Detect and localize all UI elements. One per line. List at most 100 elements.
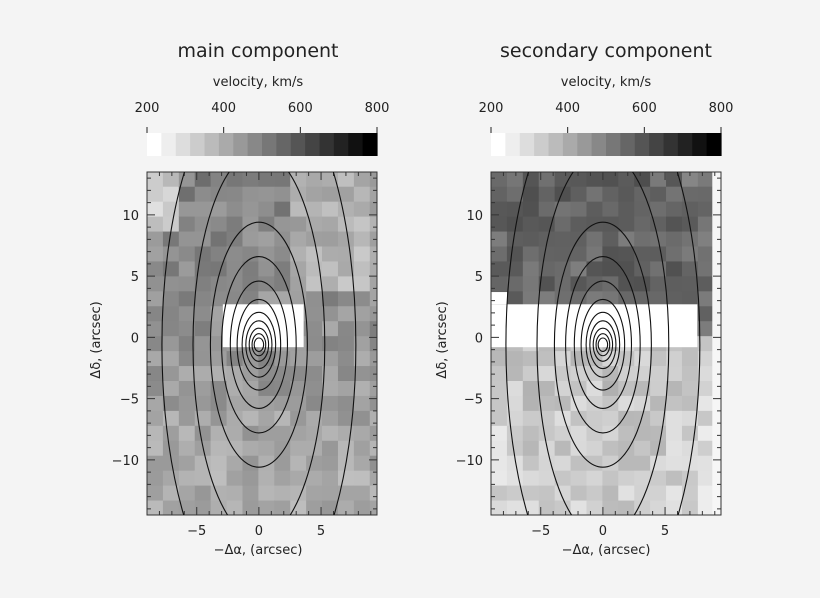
- velocity-pixel: [506, 245, 524, 262]
- velocity-pixel: [337, 260, 355, 277]
- velocity-pixel: [290, 186, 307, 202]
- velocity-pixel: [210, 216, 228, 232]
- velocity-pixel: [586, 500, 603, 516]
- velocity-pixel: [650, 395, 667, 411]
- velocity-pixel: [306, 455, 323, 471]
- y-tick-label: 10: [122, 209, 139, 224]
- velocity-pixel: [506, 201, 524, 217]
- velocity-pixel: [194, 186, 212, 202]
- velocity-pixel: [306, 275, 323, 292]
- velocity-pixel: [491, 201, 508, 217]
- velocity-pixel: [210, 260, 228, 277]
- velocity-pixel: [274, 425, 291, 441]
- velocity-pixel: [194, 216, 212, 232]
- velocity-pixel: [162, 305, 180, 322]
- velocity-pixel: [618, 365, 635, 381]
- colorbar-cell: [519, 133, 535, 156]
- velocity-pixel: [570, 260, 587, 277]
- velocity-pixel: [226, 440, 243, 456]
- velocity-pixel: [353, 275, 371, 292]
- velocity-pixel: [353, 380, 371, 396]
- velocity-pixel: [194, 305, 212, 322]
- velocity-pixel: [697, 186, 715, 202]
- velocity-pixel: [506, 410, 524, 426]
- velocity-pixel: [369, 245, 378, 262]
- velocity-pixel: [491, 275, 508, 292]
- velocity-pixel: [491, 216, 508, 232]
- velocity-pixel: [522, 201, 540, 217]
- velocity-pixel: [274, 485, 291, 501]
- velocity-pixel: [522, 470, 540, 486]
- velocity-pixel: [162, 335, 180, 352]
- velocity-pixel: [602, 470, 619, 486]
- velocity-pixel: [369, 290, 378, 307]
- velocity-pixel: [258, 201, 275, 217]
- y-tick-label: 0: [475, 331, 483, 346]
- velocity-pixel: [147, 186, 164, 202]
- velocity-pixel: [506, 231, 524, 247]
- velocity-pixel: [634, 500, 651, 516]
- velocity-pixel: [506, 485, 524, 501]
- velocity-pixel: [258, 500, 275, 516]
- velocity-pixel: [290, 440, 307, 456]
- velocity-pixel: [353, 201, 371, 217]
- contour-line: [595, 333, 611, 357]
- velocity-pixel: [274, 350, 291, 367]
- velocity-pixel: [322, 500, 339, 516]
- y-tick-label: 10: [466, 209, 483, 224]
- colorbar-cell: [348, 133, 364, 156]
- velocity-pixel: [634, 216, 651, 232]
- velocity-pixel: [226, 395, 243, 411]
- velocity-pixel: [554, 470, 572, 486]
- velocity-pixel: [538, 380, 556, 396]
- velocity-pixel: [306, 260, 323, 277]
- velocity-pixel: [226, 485, 243, 501]
- velocity-pixel: [194, 365, 212, 381]
- velocity-pixel: [306, 245, 323, 262]
- velocity-pixel: [697, 231, 715, 247]
- velocity-pixel: [210, 440, 228, 456]
- velocity-pixel: [178, 245, 196, 262]
- velocity-pixel: [162, 365, 180, 381]
- velocity-pixel: [337, 216, 355, 232]
- velocity-pixel: [491, 470, 508, 486]
- velocity-pixel: [570, 470, 587, 486]
- velocity-pixel: [322, 186, 339, 202]
- velocity-pixel: [306, 216, 323, 232]
- velocity-pixel: [697, 172, 715, 187]
- colorbar-cell: [290, 133, 306, 156]
- velocity-pixel: [369, 425, 378, 441]
- velocity-pixel: [162, 455, 180, 471]
- velocity-pixel: [586, 410, 603, 426]
- velocity-pixel: [697, 245, 715, 262]
- velocity-pixel: [290, 365, 307, 381]
- velocity-pixel: [194, 470, 212, 486]
- y-tick-label: −10: [112, 454, 139, 469]
- velocity-pixel: [290, 455, 307, 471]
- velocity-pixel: [290, 201, 307, 217]
- secondary-component-panel: secondary component velocity, km/s 200 40…: [435, 40, 733, 558]
- colorbar-cell: [692, 133, 708, 156]
- contour-line: [251, 333, 267, 357]
- velocity-pixel: [369, 260, 378, 277]
- velocity-pixel: [258, 172, 275, 187]
- velocity-pixel: [538, 395, 556, 411]
- velocity-pixel: [306, 305, 323, 322]
- velocity-pixel: [618, 485, 635, 501]
- velocity-pixel: [586, 485, 603, 501]
- y-tick-label: −5: [120, 393, 139, 408]
- velocity-pixel: [258, 470, 275, 486]
- velocity-pixel: [194, 500, 212, 516]
- contour-line: [161, 172, 357, 515]
- contour-line: [585, 311, 621, 378]
- velocity-pixel: [353, 455, 371, 471]
- velocity-pixel: [650, 470, 667, 486]
- velocity-pixel: [570, 350, 587, 367]
- velocity-pixel: [554, 350, 572, 367]
- velocity-pixel: [666, 410, 683, 426]
- velocity-pixel: [306, 350, 323, 367]
- velocity-pixel: [162, 380, 180, 396]
- velocity-pixel: [162, 470, 180, 486]
- velocity-pixel: [554, 275, 572, 292]
